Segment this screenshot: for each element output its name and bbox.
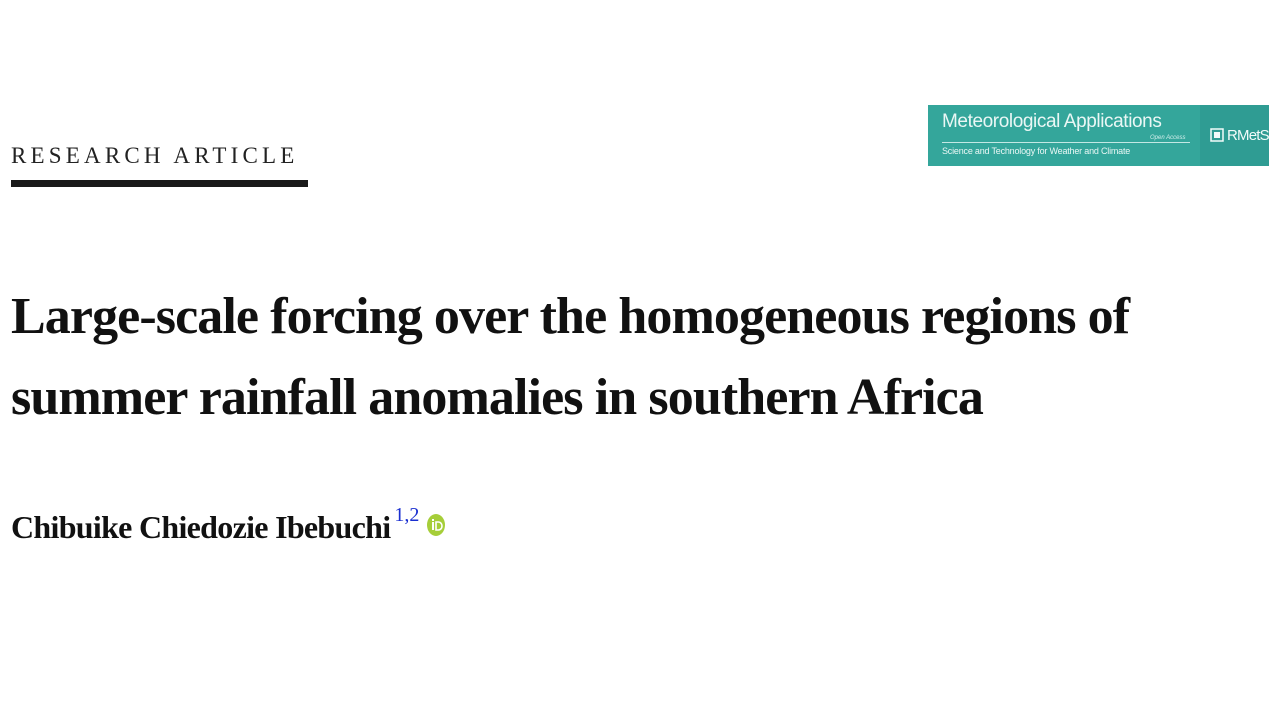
author-line: Chibuike Chiedozie Ibebuchi 1,2 [11,505,446,549]
article-type-underline [11,180,308,187]
journal-banner[interactable]: Meteorological Applications Open Access … [928,105,1269,166]
orcid-icon[interactable] [426,513,446,537]
paper-title-line-1: Large-scale forcing over the homogeneous… [11,288,1130,345]
article-type-label: RESEARCH ARTICLE [11,143,299,168]
society-logo: RMetS [1210,124,1269,146]
society-name: RMetS [1227,126,1269,144]
author-name[interactable]: Chibuike Chiedozie Ibebuchi [11,509,391,545]
journal-divider [942,142,1190,143]
rmets-logo-icon [1210,128,1224,142]
open-access-label: Open Access [1150,135,1186,141]
journal-banner-main-panel: Meteorological Applications Open Access … [928,105,1200,166]
paper-title: Large-scale forcing over the homogeneous… [11,276,1211,438]
journal-name: Meteorological Applications [942,111,1162,132]
paper-title-line-2: summer rainfall anomalies in southern Af… [11,369,984,426]
author-affiliation-link[interactable]: 1,2 [394,504,420,526]
journal-subtitle: Science and Technology for Weather and C… [942,146,1131,156]
